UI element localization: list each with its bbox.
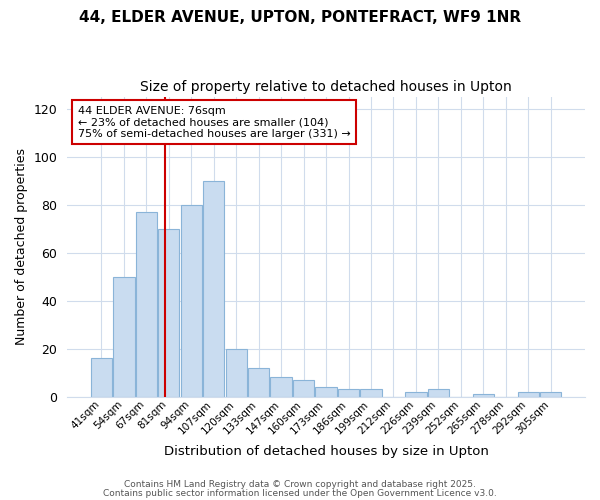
Text: 44, ELDER AVENUE, UPTON, PONTEFRACT, WF9 1NR: 44, ELDER AVENUE, UPTON, PONTEFRACT, WF9…	[79, 10, 521, 25]
Bar	[473, 394, 494, 396]
Bar	[226, 348, 247, 397]
Bar	[91, 358, 112, 397]
Title: Size of property relative to detached houses in Upton: Size of property relative to detached ho…	[140, 80, 512, 94]
Text: Contains public sector information licensed under the Open Government Licence v3: Contains public sector information licen…	[103, 489, 497, 498]
Bar	[293, 380, 314, 396]
Bar	[181, 204, 202, 396]
Bar	[136, 212, 157, 396]
X-axis label: Distribution of detached houses by size in Upton: Distribution of detached houses by size …	[164, 444, 488, 458]
Bar	[248, 368, 269, 396]
Bar	[338, 390, 359, 396]
Bar	[405, 392, 427, 396]
Bar	[271, 378, 292, 396]
Bar	[428, 390, 449, 396]
Bar	[203, 180, 224, 396]
Bar	[113, 276, 134, 396]
Text: Contains HM Land Registry data © Crown copyright and database right 2025.: Contains HM Land Registry data © Crown c…	[124, 480, 476, 489]
Bar	[518, 392, 539, 396]
Bar	[316, 387, 337, 396]
Bar	[540, 392, 562, 396]
Bar	[158, 228, 179, 396]
Y-axis label: Number of detached properties: Number of detached properties	[15, 148, 28, 345]
Bar	[361, 390, 382, 396]
Text: 44 ELDER AVENUE: 76sqm
← 23% of detached houses are smaller (104)
75% of semi-de: 44 ELDER AVENUE: 76sqm ← 23% of detached…	[77, 106, 350, 139]
